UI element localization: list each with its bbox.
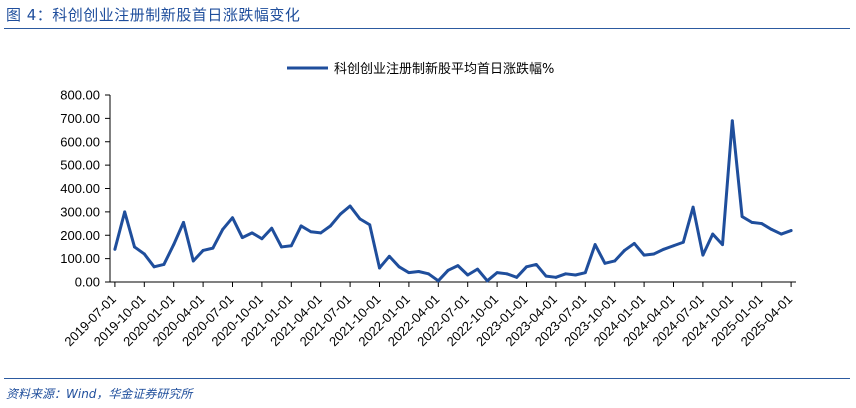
data-point xyxy=(123,210,127,214)
data-point xyxy=(456,264,460,268)
data-point xyxy=(387,254,391,258)
data-point xyxy=(338,212,342,216)
data-point xyxy=(182,220,185,224)
bottom-rule xyxy=(4,378,850,379)
data-point xyxy=(730,119,734,123)
data-point xyxy=(652,252,656,256)
line-chart: 科创创业注册制新股平均首日涨跌幅% 0.00 100.00 200.00 300.00… xyxy=(60,61,796,349)
data-point xyxy=(191,259,195,263)
data-point xyxy=(760,222,764,225)
y-tick-label: 600.00 xyxy=(60,134,100,149)
legend: 科创创业注册制新股平均首日涨跌幅% xyxy=(287,61,554,77)
data-point xyxy=(534,263,538,266)
plot-area xyxy=(113,119,793,283)
y-tick-label: 100.00 xyxy=(60,251,100,266)
data-point xyxy=(152,265,156,269)
data-point xyxy=(133,245,136,249)
data-point xyxy=(270,226,274,230)
data-point xyxy=(583,271,587,275)
data-point xyxy=(672,244,675,248)
data-point xyxy=(603,261,607,265)
data-point xyxy=(642,253,646,257)
data-point xyxy=(329,224,332,228)
data-point xyxy=(221,228,225,231)
data-point xyxy=(681,240,685,244)
data-point xyxy=(476,267,479,271)
data-point xyxy=(397,265,401,269)
data-point xyxy=(466,273,470,277)
data-point xyxy=(358,217,362,221)
data-point xyxy=(417,270,421,273)
data-point xyxy=(554,275,558,279)
data-point xyxy=(260,237,264,241)
data-point xyxy=(113,247,117,251)
data-point xyxy=(544,274,548,278)
data-point xyxy=(211,246,215,250)
x-axis: 2019-07-012019-10-012020-01-012020-04-01… xyxy=(61,281,796,349)
figure-title: 图 4：科创创业注册制新股首日涨跌幅变化 xyxy=(6,6,301,24)
data-point xyxy=(525,265,528,269)
y-tick-label: 700.00 xyxy=(60,111,100,126)
data-point xyxy=(368,223,372,227)
top-rule xyxy=(4,28,850,29)
y-tick-label: 300.00 xyxy=(60,204,100,219)
data-point xyxy=(623,249,626,252)
data-point xyxy=(348,204,352,208)
data-point xyxy=(142,252,146,256)
data-point xyxy=(515,275,519,279)
data-point xyxy=(299,224,303,228)
data-point xyxy=(711,232,715,236)
legend-label: 科创创业注册制新股平均首日涨跌幅% xyxy=(334,61,554,77)
data-point xyxy=(231,216,234,220)
y-tick-label: 200.00 xyxy=(60,228,100,243)
data-point xyxy=(309,230,313,234)
data-point xyxy=(485,279,489,283)
data-point xyxy=(201,249,205,252)
data-point xyxy=(240,236,244,239)
data-point xyxy=(505,272,509,276)
source-note: 资料来源：Wind，华金证券研究所 xyxy=(6,387,193,401)
data-point xyxy=(613,259,617,263)
data-point xyxy=(770,228,773,231)
y-tick-label: 0.00 xyxy=(75,275,100,290)
data-point xyxy=(721,243,724,247)
data-point xyxy=(779,232,783,236)
data-point xyxy=(427,272,430,276)
data-point xyxy=(407,271,411,275)
data-point xyxy=(495,271,499,275)
data-point xyxy=(701,253,705,257)
data-point xyxy=(280,245,283,249)
data-point xyxy=(446,268,450,272)
data-point xyxy=(574,273,577,277)
data-point xyxy=(662,247,666,251)
series-line xyxy=(113,119,793,283)
data-point xyxy=(632,242,636,245)
data-point xyxy=(593,243,597,247)
data-point xyxy=(789,229,793,232)
y-tick-label: 400.00 xyxy=(60,181,100,196)
data-point xyxy=(250,231,254,235)
data-point xyxy=(162,263,166,266)
data-point xyxy=(564,272,568,276)
data-point xyxy=(319,231,323,235)
data-point xyxy=(691,205,695,209)
y-tick-label: 800.00 xyxy=(60,88,100,103)
data-point xyxy=(750,220,754,224)
data-point xyxy=(436,279,440,283)
y-axis: 0.00 100.00 200.00 300.00 400.00 500.00 600.00… xyxy=(60,88,111,290)
y-tick-label: 500.00 xyxy=(60,158,100,173)
data-point xyxy=(172,243,176,247)
data-point xyxy=(289,244,293,248)
data-point xyxy=(378,266,381,270)
data-point xyxy=(740,215,744,218)
